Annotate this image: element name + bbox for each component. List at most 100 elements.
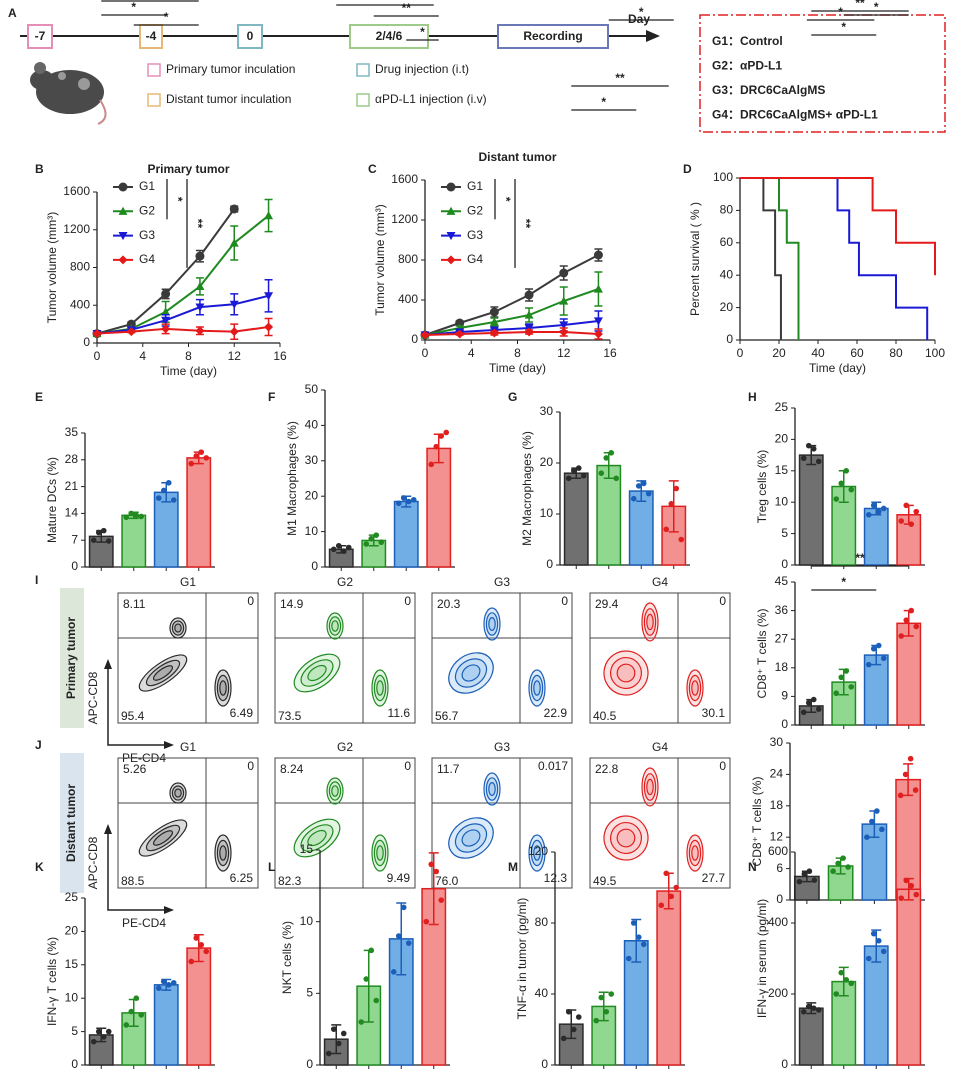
y-tick-label: 20	[305, 488, 319, 502]
error-bar	[871, 929, 882, 963]
contour	[454, 823, 488, 853]
marker	[229, 238, 239, 247]
contour	[485, 612, 499, 636]
contour	[331, 785, 339, 797]
y-tick-label: 20	[720, 300, 734, 314]
contour	[376, 845, 384, 861]
y-axis-label: M1 Macrophages (%)	[285, 421, 299, 536]
legend-label: Distant tumor inculation	[166, 92, 291, 106]
survival-line	[740, 177, 936, 276]
x-axis-label: PE-CD4	[122, 916, 166, 930]
sig-label: *	[171, 197, 185, 202]
bar	[896, 888, 922, 1066]
quadrant-value: 8.24	[280, 762, 304, 776]
group-box	[699, 14, 946, 133]
legend-swatch	[147, 63, 161, 77]
y-axis-label: CD8⁺ T cells (%)	[750, 777, 764, 867]
data-point	[903, 502, 910, 509]
data-point	[165, 982, 172, 988]
quadrant-value: 49.5	[593, 874, 617, 888]
data-point	[160, 487, 167, 494]
quadrant-value: 29.4	[595, 597, 619, 611]
data-point	[340, 1030, 347, 1037]
y-tick-label: 400	[398, 292, 418, 306]
data-point	[133, 512, 140, 519]
marker	[489, 317, 499, 326]
plot-title: G4	[652, 740, 668, 754]
data-point	[433, 443, 440, 450]
step-label: -4	[146, 29, 157, 43]
marker	[559, 327, 569, 337]
data-point	[170, 980, 177, 986]
sig-label: *	[841, 20, 846, 34]
y-axis-label: TNF-α in tumor (pg/ml)	[515, 898, 529, 1020]
data-point	[410, 496, 417, 503]
step-label: -7	[35, 29, 46, 43]
data-point	[800, 709, 807, 716]
contour	[171, 785, 185, 801]
y-tick-label: 0	[71, 559, 78, 573]
timeline-arrow	[646, 30, 660, 42]
data-point	[838, 969, 845, 976]
contour	[691, 845, 699, 861]
data-point	[805, 1003, 812, 1010]
data-point	[902, 771, 909, 778]
contour	[138, 819, 188, 857]
y-tick-label: 36	[775, 603, 789, 617]
contour	[643, 608, 657, 636]
y-tick-label: 25	[65, 890, 79, 904]
data-point	[678, 536, 685, 543]
quadrant-value: 0	[247, 594, 254, 608]
x-tick-label: 12	[557, 346, 571, 360]
x-tick-label: 0	[737, 346, 744, 360]
quadrant-value: 82.3	[278, 874, 302, 888]
contour	[307, 664, 327, 682]
data-point	[345, 544, 352, 551]
quadrant-value: 88.5	[121, 874, 145, 888]
plot-frame	[117, 592, 259, 724]
data-point	[668, 501, 675, 507]
contour	[461, 829, 481, 847]
sig-label: *	[499, 197, 513, 202]
data-point	[368, 535, 375, 542]
y-axis-label: Tumor volume (mm³)	[45, 212, 59, 324]
data-point	[865, 955, 872, 962]
contour	[448, 652, 494, 694]
step-box	[27, 24, 53, 49]
data-point	[198, 449, 205, 455]
contour	[688, 839, 702, 867]
series-line	[424, 320, 599, 336]
data-point	[405, 940, 412, 946]
marker	[420, 330, 430, 340]
panel-label: E	[35, 390, 43, 404]
marker	[118, 182, 128, 192]
panel-label: G	[508, 390, 517, 404]
data-point	[912, 787, 919, 793]
data-point	[330, 546, 337, 553]
marker	[446, 206, 456, 215]
contour	[328, 781, 342, 801]
y-tick-label: 7	[71, 532, 78, 546]
data-point	[560, 1035, 567, 1042]
marker	[229, 300, 239, 309]
contour	[216, 839, 230, 867]
data-point	[625, 955, 632, 962]
y-tick-label: 10	[775, 494, 789, 508]
marker	[524, 310, 534, 319]
y-tick-label: 40	[305, 418, 319, 432]
marker	[92, 329, 102, 339]
data-point	[833, 690, 840, 697]
data-point	[368, 947, 375, 954]
bar	[121, 514, 147, 568]
data-point	[373, 997, 380, 1004]
marker	[446, 255, 456, 265]
data-point	[378, 539, 385, 546]
step-label: 0	[247, 29, 254, 43]
y-tick-label: 60	[720, 235, 734, 249]
y-tick-label: 0	[71, 1057, 78, 1071]
data-point	[880, 505, 887, 512]
group-label: G1：Control	[712, 34, 783, 48]
plot-frame	[589, 757, 731, 889]
contour	[454, 658, 488, 688]
